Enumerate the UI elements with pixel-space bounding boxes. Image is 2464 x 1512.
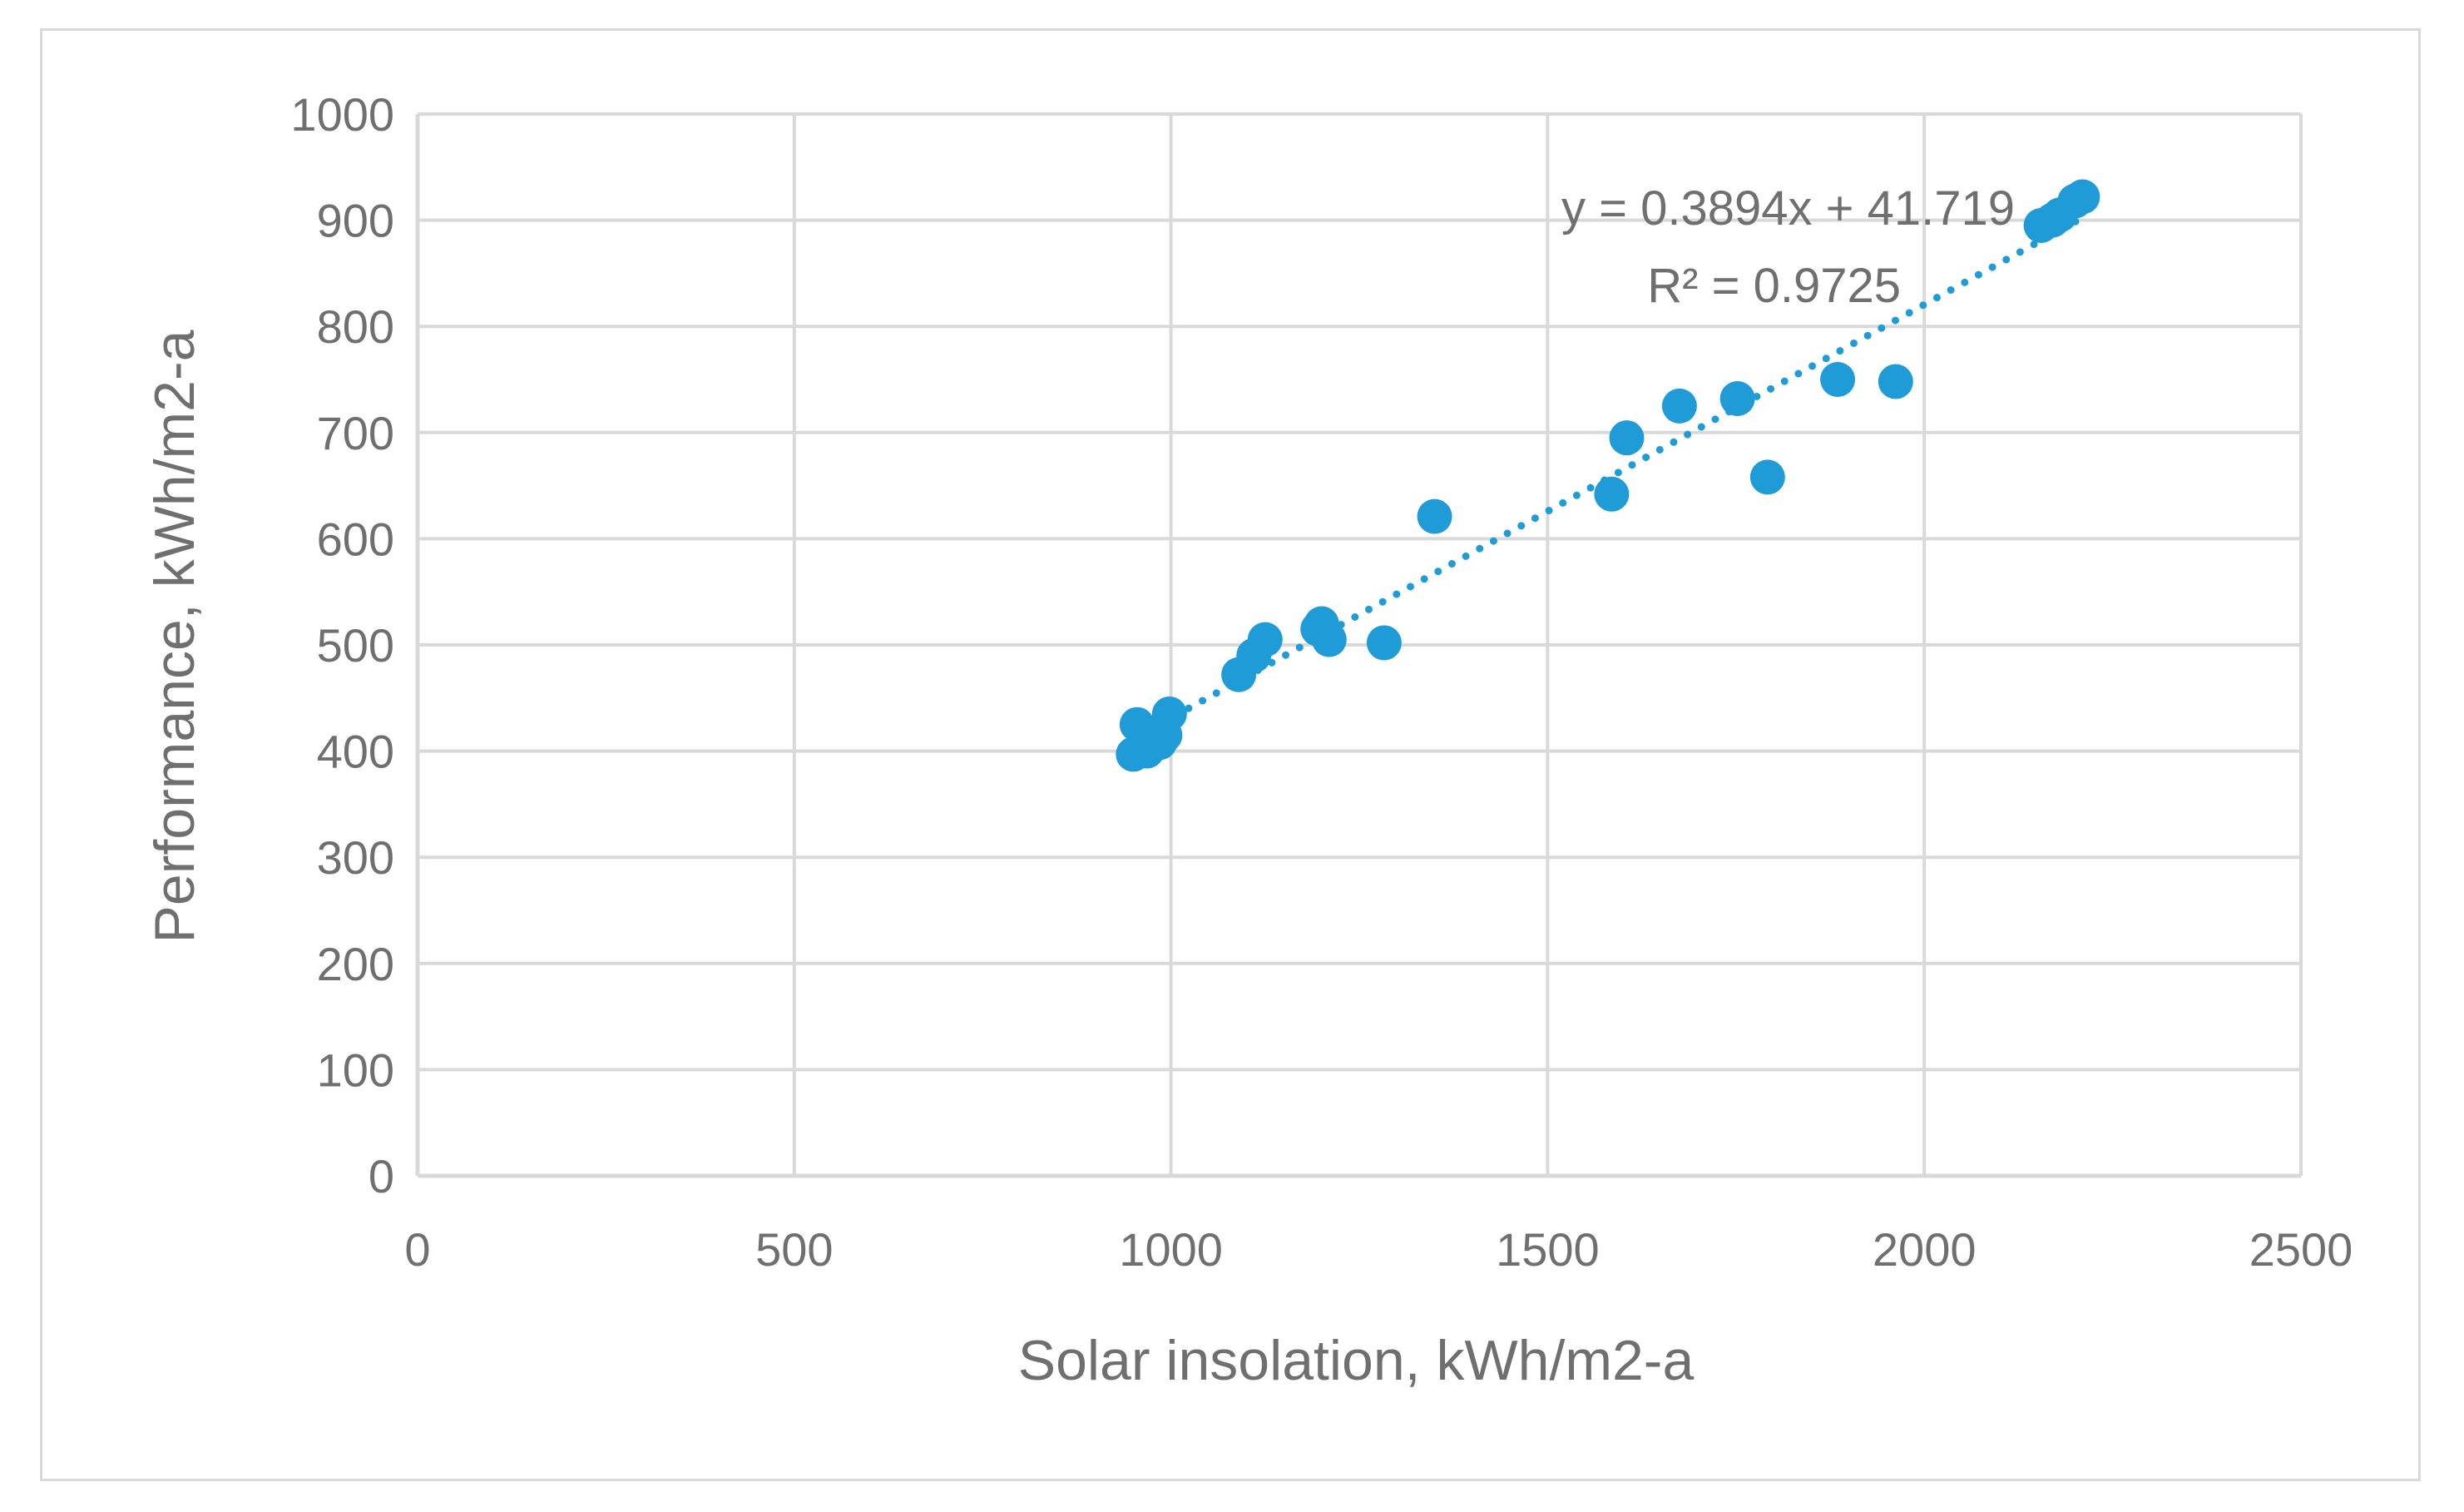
y-tick-label: 200	[317, 938, 394, 990]
y-tick-label: 0	[369, 1150, 394, 1202]
y-tick-label: 800	[317, 300, 394, 353]
y-tick-label: 700	[317, 407, 394, 459]
x-tick-label: 500	[755, 1223, 833, 1276]
trendline-equation: y = 0.3894x + 41.719	[1561, 181, 2015, 235]
x-tick-labels: 0 500 1000 1500 2000 2500	[404, 1223, 2353, 1276]
y-tick-label: 400	[317, 726, 394, 778]
y-tick-labels: 0 100 200 300 400 500 600 700 800 900 1000	[290, 88, 394, 1202]
data-points	[1116, 179, 2100, 772]
trendline	[1129, 214, 2086, 743]
x-axis-title: Solar insolation, kWh/m2-a	[1018, 1329, 1695, 1392]
y-tick-label: 1000	[290, 88, 394, 141]
data-point	[1417, 498, 1452, 534]
x-tick-label: 1500	[1496, 1223, 1600, 1276]
data-point	[2065, 179, 2100, 215]
y-tick-label: 300	[317, 831, 394, 884]
axes	[415, 114, 2301, 1178]
trendline-r-squared: R² = 0.9725	[1647, 259, 1901, 313]
x-tick-label: 0	[404, 1223, 430, 1276]
data-point	[1878, 364, 1913, 399]
x-tick-label: 2000	[1873, 1223, 1977, 1276]
data-point	[1311, 622, 1347, 657]
x-tick-label: 1000	[1119, 1223, 1223, 1276]
data-point	[1247, 622, 1283, 657]
y-tick-label: 500	[317, 619, 394, 672]
data-point	[1594, 476, 1630, 512]
data-point	[1749, 459, 1785, 495]
data-point	[1661, 388, 1697, 424]
y-tick-label: 900	[317, 195, 394, 247]
x-tick-label: 2500	[2249, 1223, 2353, 1276]
gridlines	[418, 112, 2303, 1176]
data-point	[1609, 420, 1645, 456]
chart-frame	[40, 28, 2421, 1481]
data-point	[1366, 625, 1402, 661]
data-point	[1719, 380, 1755, 416]
y-axis-title: Performance, kWh/m2-a	[143, 330, 206, 943]
y-tick-label: 100	[317, 1044, 394, 1096]
data-point	[1820, 362, 1856, 397]
y-tick-label: 600	[317, 513, 394, 565]
data-point	[1151, 696, 1187, 731]
trendline-line	[1129, 214, 2086, 743]
